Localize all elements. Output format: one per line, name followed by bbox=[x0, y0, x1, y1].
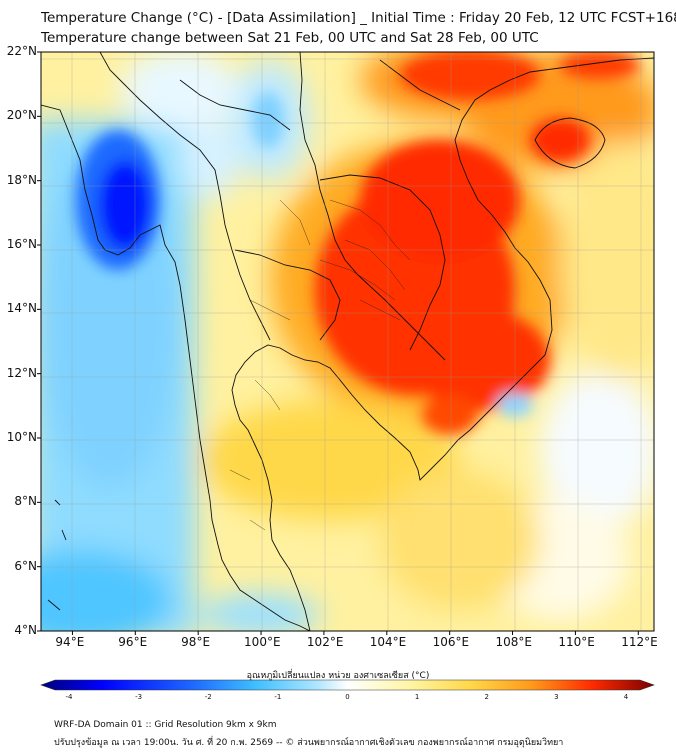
footer-update-info: ปรับปรุงข้อมูล ณ เวลา 19:00น. วัน ศ. ที่… bbox=[54, 738, 564, 748]
colorbar-tick: 0 bbox=[345, 693, 350, 701]
colorbar-tick: 1 bbox=[414, 693, 420, 701]
lon-label: 112°E bbox=[621, 635, 658, 649]
lat-label: 12°N bbox=[6, 365, 37, 380]
province-borders bbox=[229, 199, 411, 531]
colorbar-tick: -4 bbox=[65, 693, 73, 701]
lat-label: 10°N bbox=[6, 430, 37, 444]
lon-label: 98°E bbox=[181, 635, 211, 649]
temperature-field bbox=[41, 52, 654, 631]
colorbar-tick: 4 bbox=[623, 693, 629, 701]
footer-model-info: WRF-DA Domain 01 :: Grid Resolution 9km … bbox=[54, 720, 277, 730]
lat-label: 14°N bbox=[6, 301, 37, 316]
lat-label: 8°N bbox=[14, 494, 37, 509]
colorbar-tick: -2 bbox=[204, 693, 212, 701]
colorbar-title: อุณหภูมิเปลี่ยนแปลง หน่วย องศาเซลเซียส (… bbox=[246, 671, 430, 681]
lon-label: 110°E bbox=[558, 635, 595, 649]
lat-label: 16°N bbox=[6, 237, 37, 251]
lat-label: 6°N bbox=[14, 558, 37, 573]
lon-label: 106°E bbox=[432, 635, 470, 649]
lat-label: 22°N bbox=[6, 44, 37, 58]
chart-title: Temperature Change (°C) - [Data Assimila… bbox=[41, 10, 676, 26]
colorbar-tick: 3 bbox=[554, 693, 559, 701]
axis-ticks bbox=[37, 51, 639, 635]
chart-subtitle: Temperature change between Sat 21 Feb, 0… bbox=[41, 30, 539, 46]
lon-label: 100°E bbox=[244, 635, 281, 649]
plot-frame bbox=[40, 51, 655, 632]
colorbar bbox=[40, 679, 655, 691]
grid-lines bbox=[41, 52, 654, 631]
lat-label: 18°N bbox=[6, 172, 37, 187]
lon-label: 108°E bbox=[495, 635, 533, 649]
colorbar-tick: 2 bbox=[484, 693, 489, 701]
lat-label: 20°N bbox=[6, 108, 37, 123]
colorbar-tick: -3 bbox=[135, 693, 143, 701]
lon-label: 104°E bbox=[369, 635, 407, 649]
lon-label: 96°E bbox=[118, 635, 148, 649]
colorbar-tick: -1 bbox=[274, 693, 282, 701]
lat-label: 4°N bbox=[14, 623, 37, 637]
lon-label: 102°E bbox=[306, 635, 344, 649]
lon-label: 94°E bbox=[55, 635, 85, 649]
